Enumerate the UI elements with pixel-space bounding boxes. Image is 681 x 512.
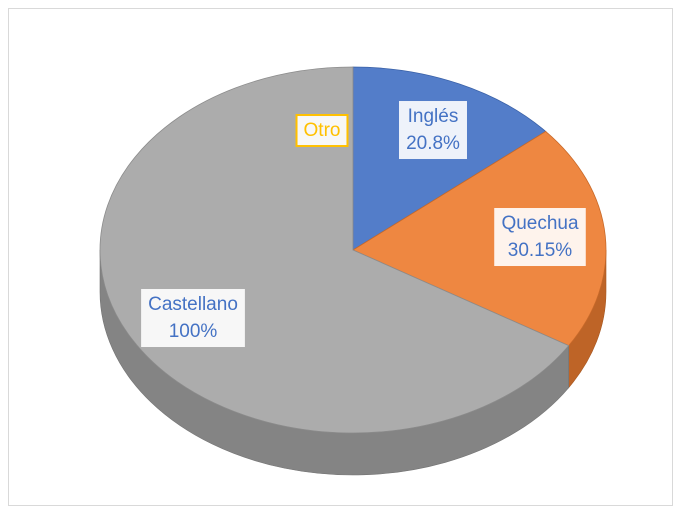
value-label: 20.8% xyxy=(406,133,460,154)
data-label-box xyxy=(141,289,245,348)
category-label: Quechua xyxy=(501,213,579,234)
data-labels: Inglés 20.8% Quechua 30.15% Castellano 100% Ot… xyxy=(141,101,586,348)
data-label: Inglés 20.8% xyxy=(399,101,467,160)
data-label: Quechua 30.15% xyxy=(494,208,586,267)
pie-slice xyxy=(352,130,607,347)
value-label: 30.15% xyxy=(508,240,573,261)
data-label: Otro xyxy=(295,114,349,148)
category-label: Otro xyxy=(304,120,341,141)
category-label: Castellano xyxy=(148,294,238,315)
data-label-box xyxy=(295,114,349,148)
category-label: Inglés xyxy=(408,106,459,127)
data-label-box xyxy=(494,208,586,267)
data-label: Castellano 100% xyxy=(141,289,245,348)
data-label-box xyxy=(399,101,467,160)
value-label: 100% xyxy=(169,321,218,342)
